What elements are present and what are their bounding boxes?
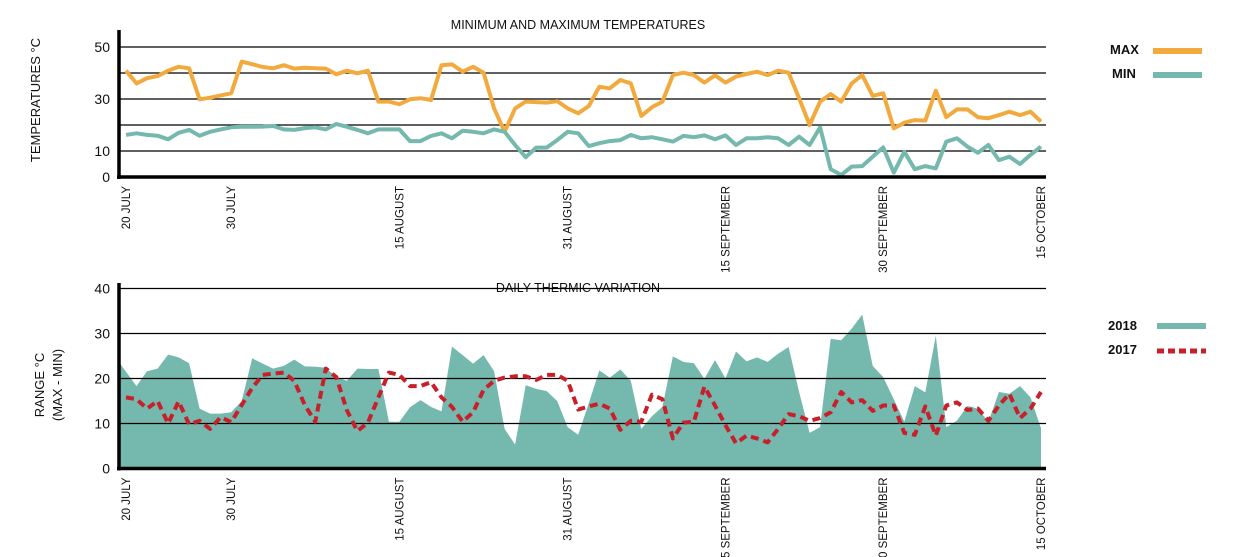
daily-thermic-variation-chart: DAILY THERMIC VARIATION RANGE °C (MAX - … [32, 281, 1206, 557]
legend-2017: 2017 [1108, 342, 1206, 357]
x-tick-label: 15 SEPTEMBER [720, 478, 732, 557]
y-tick-label: 40 [94, 281, 110, 297]
legend-2018: 2018 [1108, 318, 1206, 333]
top-chart-title: MINIMUM AND MAXIMUM TEMPERATURES [451, 18, 705, 32]
x-tick-label: 15 AUGUST [394, 186, 406, 249]
min-temperature-line [125, 122, 1043, 177]
range-2017-line [125, 366, 1043, 446]
max-temperature-line [124, 59, 1043, 134]
min-max-temperature-chart: MINIMUM AND MAXIMUM TEMPERATURES TEMPERA… [28, 18, 1202, 273]
legend-2018-label: 2018 [1108, 318, 1137, 333]
y-tick-label: 30 [94, 326, 110, 342]
y-tick-label: 30 [94, 91, 110, 107]
y-tick-label: 0 [102, 461, 110, 477]
x-tick-label: 30 JULY [226, 186, 238, 230]
x-tick-label: 15 OCTOBER [1036, 186, 1048, 259]
y-tick-label: 50 [94, 39, 110, 55]
range-2018-area [120, 314, 1041, 469]
top-y-axis-title: TEMPERATURES °C [28, 38, 43, 162]
bottom-y-axis-title: RANGE °C [32, 353, 47, 417]
x-tick-label: 31 AUGUST [563, 186, 575, 249]
legend-min: MIN [1112, 66, 1202, 81]
y-tick-label: 10 [94, 416, 110, 432]
legend-max-label: MAX [1110, 42, 1139, 57]
x-tick-label: 15 SEPTEMBER [720, 186, 732, 273]
y-tick-label: 20 [94, 371, 110, 387]
x-tick-label: 30 SEPTEMBER [878, 186, 890, 273]
x-tick-label: 20 JULY [121, 186, 133, 230]
x-tick-label: 30 SEPTEMBER [878, 478, 890, 557]
x-tick-label: 20 JULY [121, 477, 133, 521]
x-tick-label: 31 AUGUST [563, 478, 575, 541]
x-tick-label: 30 JULY [226, 477, 238, 521]
x-tick-label: 15 OCTOBER [1036, 478, 1048, 551]
bottom-y-axis-subtitle: (MAX - MIN) [50, 349, 65, 421]
x-tick-label: 15 AUGUST [394, 478, 406, 541]
y-tick-label: 10 [94, 143, 110, 159]
y-tick-label: 0 [102, 169, 110, 185]
legend-max: MAX [1110, 42, 1202, 57]
legend-min-label: MIN [1112, 66, 1136, 81]
legend-2017-label: 2017 [1108, 342, 1137, 357]
